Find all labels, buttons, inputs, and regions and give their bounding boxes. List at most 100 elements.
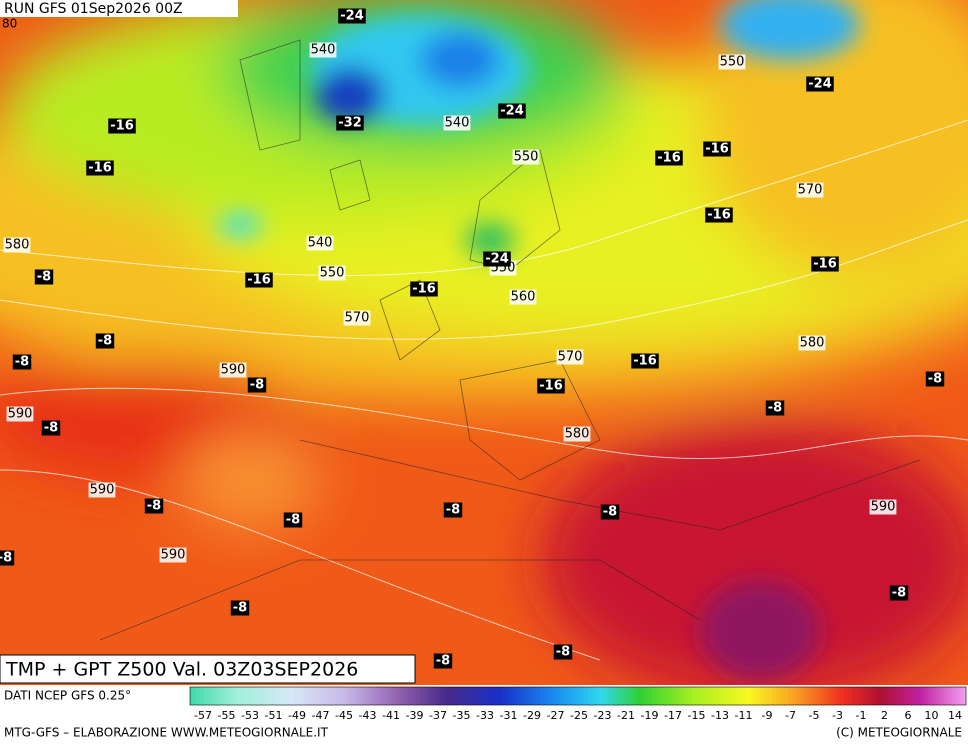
temperature-label-bg [498, 103, 526, 119]
temperature-label-bg [338, 8, 366, 24]
contour-label-bg [343, 310, 371, 326]
temperature-label: -8 [768, 401, 782, 416]
colorbar-label: 10 [925, 709, 939, 722]
temperature-label: -16 [657, 151, 681, 166]
temperature-label-bg [12, 354, 32, 370]
temperature-label: -24 [500, 104, 524, 119]
contour-label: 590 [90, 483, 115, 498]
credit-text: MTG-GFS – ELABORAZIONE WWW.METEOGIORNALE… [4, 726, 329, 740]
source-text: DATI NCEP GFS 0.25° [4, 689, 131, 703]
colorbar-label: -33 [476, 709, 494, 722]
colorbar-label: 2 [881, 709, 888, 722]
contour-label-bg [318, 265, 346, 281]
temperature-label-bg [245, 272, 273, 288]
colorbar-label: -49 [288, 709, 306, 722]
temperature-label: -8 [98, 334, 112, 349]
contour-label: 540 [311, 43, 336, 58]
temperature-label: -16 [539, 379, 563, 394]
contour-label-bg [556, 349, 584, 365]
temperature-label-bg [410, 281, 438, 297]
temperature-label: -8 [37, 270, 51, 285]
contour-label-bg [159, 547, 187, 563]
colorbar-label: -17 [664, 709, 682, 722]
header-box [0, 0, 238, 17]
contour-label: 540 [308, 236, 333, 251]
temperature-label-bg [703, 141, 731, 157]
colorbar-label: -35 [453, 709, 471, 722]
contour-label: 550 [720, 55, 745, 70]
run-title: RUN GFS 01Sep2026 00Z [4, 1, 183, 17]
temperature-label: -16 [705, 142, 729, 157]
temperature-label-bg [889, 585, 909, 601]
temperature-label: -8 [250, 378, 264, 393]
contour-label-bg [88, 482, 116, 498]
temperature-label: -8 [928, 372, 942, 387]
contour-label: 590 [221, 363, 246, 378]
contour-label: 590 [8, 407, 33, 422]
temperature-label: -16 [813, 257, 837, 272]
colorbar-label: -47 [312, 709, 330, 722]
temperature-label-bg [483, 251, 511, 267]
temperature-label: -8 [286, 513, 300, 528]
colorbar-label: -45 [335, 709, 353, 722]
temperature-label: -8 [15, 355, 29, 370]
temperature-label-bg [631, 353, 659, 369]
colorbar-label: -13 [711, 709, 729, 722]
temperature-label: -8 [603, 505, 617, 520]
colorbar [189, 686, 967, 706]
colorbar-label: -1 [856, 709, 867, 722]
colorbar-label: -21 [617, 709, 635, 722]
contour-label: 590 [871, 500, 896, 515]
contour-label-bg [798, 335, 826, 351]
colorbar-label: 14 [948, 709, 962, 722]
temperature-label-bg [811, 256, 839, 272]
product-title: TMP + GPT Z500 Val. 03Z03SEP2026 [5, 659, 358, 681]
temperature-label-bg [765, 400, 785, 416]
colorbar-label: -43 [359, 709, 377, 722]
contour-label: 540 [445, 116, 470, 131]
temperature-label-bg [806, 76, 834, 92]
temperature-label-bg [34, 269, 54, 285]
contour-label: 590 [161, 548, 186, 563]
temperature-label: -8 [0, 551, 12, 566]
corner-label: 80 [2, 17, 17, 31]
colorbar-label: -15 [688, 709, 706, 722]
colorbar-label: -29 [523, 709, 541, 722]
colorbar-label: -9 [762, 709, 773, 722]
colorbar-label: -27 [547, 709, 565, 722]
temperature-label-bg [283, 512, 303, 528]
contour-label-bg [309, 42, 337, 58]
temperature-label-bg [41, 420, 61, 436]
contour-label-bg [718, 54, 746, 70]
contour-label: 560 [511, 290, 536, 305]
temperature-label-bg [537, 378, 565, 394]
temperature-label: -8 [556, 645, 570, 660]
contour-label: 550 [514, 150, 539, 165]
colorbar-label: -3 [832, 709, 843, 722]
temperature-label-bg [247, 377, 267, 393]
contour-label: 580 [5, 238, 30, 253]
contour-label-bg [512, 149, 540, 165]
temperature-label-bg [0, 550, 15, 566]
temperature-label: -32 [338, 116, 362, 131]
contour-label: 580 [565, 427, 590, 442]
colorbar-label: -55 [218, 709, 236, 722]
temperature-label: -24 [340, 9, 364, 24]
colorbar-labels: -57 -55 -53 -51 -49 -47 -45 -43 -41 -39 -37 -35 -33-… [194, 709, 962, 722]
temperature-label-bg [108, 118, 136, 134]
colorbar-label: 6 [905, 709, 912, 722]
colorbar-label: -25 [570, 709, 588, 722]
temperature-label-bg [336, 115, 364, 131]
colorbar-label: -51 [265, 709, 283, 722]
contour-label-bg [443, 115, 471, 131]
temperature-label: -16 [110, 119, 134, 134]
colorbar-label: -37 [429, 709, 447, 722]
contour-label: 580 [800, 336, 825, 351]
contour-label-bg [219, 362, 247, 378]
colorbar-label: -57 [194, 709, 212, 722]
temperature-label: -8 [147, 499, 161, 514]
contour-label-bg [306, 235, 334, 251]
temperature-label-bg [553, 644, 573, 660]
